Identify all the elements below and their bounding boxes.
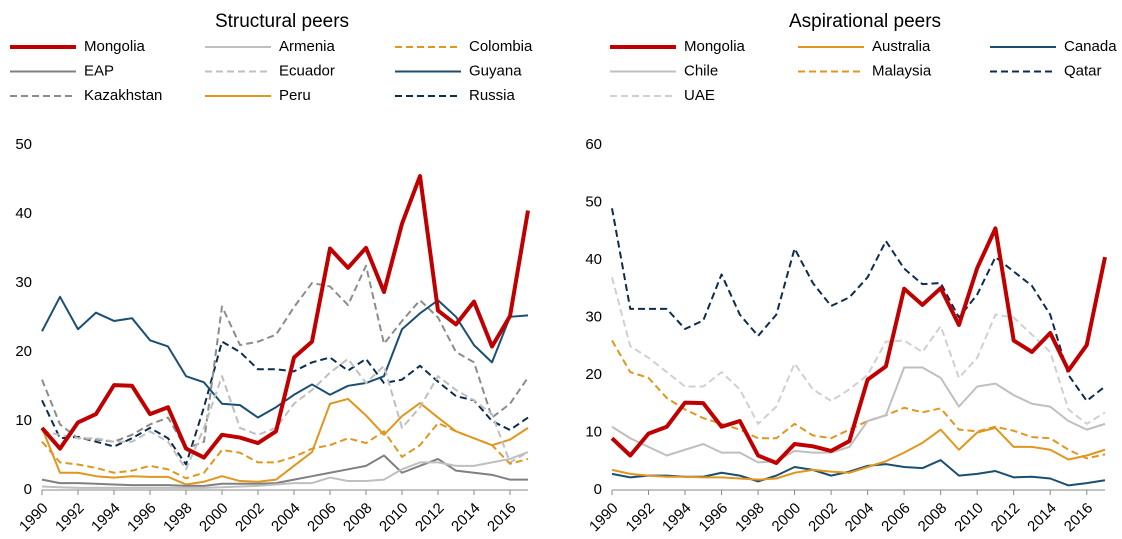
x-tick-label: 1990 [586, 500, 622, 536]
legend-label: Armenia [279, 38, 336, 55]
x-tick-label: 2010 [376, 500, 412, 536]
legend-label: Colombia [469, 38, 533, 55]
x-tick-label: 2012 [988, 500, 1024, 536]
y-tick-label: 20 [15, 343, 32, 360]
x-tick-label: 1998 [160, 500, 196, 536]
legend-label: Russia [469, 87, 516, 104]
series-line [41, 451, 529, 489]
y-tick-label: 0 [594, 481, 602, 498]
legend-label: Guyana [469, 62, 522, 79]
legend-label: Peru [279, 87, 311, 104]
y-tick-label: 0 [24, 481, 32, 498]
x-tick-label: 1998 [732, 500, 768, 536]
y-tick-label: 40 [585, 251, 602, 268]
legend-label: Australia [872, 38, 931, 55]
x-tick-label: 2014 [1024, 500, 1060, 536]
x-tick-label: 2008 [915, 500, 951, 536]
legend-label: Malaysia [872, 62, 932, 79]
x-tick-label: 2006 [304, 500, 340, 536]
legend-label: Mongolia [684, 38, 746, 55]
y-tick-label: 20 [585, 366, 602, 383]
series-line [41, 264, 529, 450]
x-tick-label: 2002 [232, 500, 268, 536]
series-line [611, 366, 1106, 464]
y-tick-label: 40 [15, 205, 32, 222]
y-tick-label: 10 [585, 423, 602, 440]
legend-label: Chile [684, 62, 718, 79]
x-tick-label: 2016 [1061, 500, 1097, 536]
x-tick-label: 2006 [878, 500, 914, 536]
x-tick-label: 1996 [696, 500, 732, 536]
series-line [41, 397, 529, 486]
series-line [611, 276, 1106, 425]
series-line [610, 226, 1107, 465]
x-tick-label: 2016 [484, 500, 520, 536]
y-tick-label: 10 [15, 412, 32, 429]
x-tick-label: 1992 [623, 500, 659, 536]
chart-title: Structural peers [215, 11, 349, 32]
x-tick-label: 2014 [448, 500, 484, 536]
x-tick-label: 1994 [88, 500, 124, 536]
y-tick-label: 60 [585, 136, 602, 153]
x-tick-label: 1996 [124, 500, 160, 536]
y-tick-label: 30 [585, 308, 602, 325]
x-tick-label: 2000 [769, 500, 805, 536]
x-tick-label: 2010 [951, 500, 987, 536]
legend-label: Kazakhstan [84, 87, 162, 104]
series-line [41, 422, 529, 480]
series-line [611, 426, 1106, 481]
series-line [40, 174, 530, 460]
series-line [611, 340, 1106, 460]
x-tick-label: 1994 [659, 500, 695, 536]
x-tick-label: 2004 [842, 500, 878, 536]
y-tick-label: 50 [585, 193, 602, 210]
series-line [41, 357, 529, 471]
series-line [41, 340, 529, 466]
x-tick-label: 2002 [805, 500, 841, 536]
legend-label: EAP [84, 62, 114, 79]
x-tick-label: 2012 [412, 500, 448, 536]
series-line [41, 454, 528, 487]
legend-label: Ecuador [279, 62, 335, 79]
legend-label: Canada [1064, 38, 1117, 55]
y-tick-label: 50 [15, 136, 32, 153]
legend-label: Qatar [1064, 62, 1102, 79]
x-tick-label: 2008 [340, 500, 376, 536]
chart-title: Aspirational peers [789, 11, 941, 32]
x-tick-label: 1990 [16, 500, 52, 536]
x-tick-label: 2004 [268, 500, 304, 536]
legend-label: Mongolia [84, 38, 146, 55]
y-tick-label: 30 [15, 274, 32, 291]
series-line [611, 459, 1106, 487]
x-tick-label: 1992 [52, 500, 88, 536]
series-line [611, 208, 1106, 402]
legend-label: UAE [684, 87, 715, 104]
x-tick-label: 2000 [196, 500, 232, 536]
